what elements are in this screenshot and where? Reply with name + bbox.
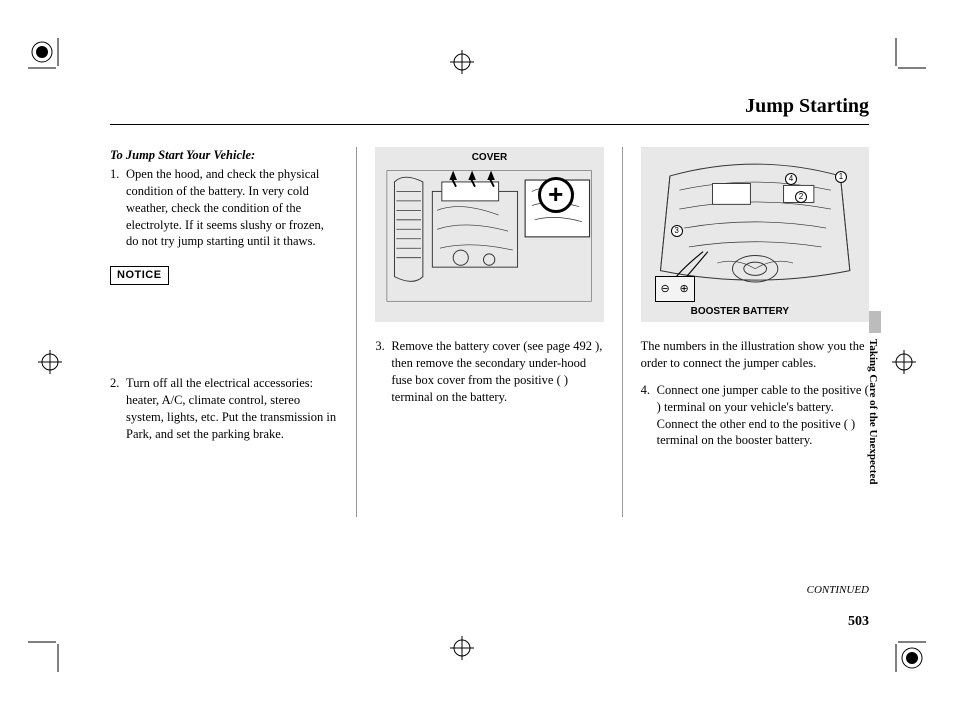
step-number: 1. (110, 166, 126, 250)
column-divider (356, 147, 357, 517)
page-title: Jump Starting (745, 95, 869, 117)
step-number: 3. (375, 338, 391, 406)
step-text: Open the hood, and check the physical co… (126, 166, 338, 250)
step-text: Remove the battery cover (see page 492 )… (391, 338, 603, 406)
page-content: Jump Starting To Jump Start Your Vehicle… (110, 95, 869, 640)
step-3: 3. Remove the battery cover (see page 49… (375, 338, 603, 406)
step-text: Turn off all the electrical accessories:… (126, 375, 338, 443)
continued-label: CONTINUED (807, 584, 869, 596)
step-number: 4. (641, 382, 657, 450)
step-number: 2. (110, 375, 126, 443)
crop-mark-icon (882, 628, 926, 672)
paragraph: The numbers in the illustration show you… (641, 338, 869, 372)
callout-4: 4 (785, 173, 797, 185)
column-1: To Jump Start Your Vehicle: 1. Open the … (110, 147, 338, 517)
figure-cover: COVER + (375, 147, 603, 322)
figure-label: BOOSTER BATTERY (691, 305, 789, 319)
registration-mark-icon (450, 50, 474, 74)
column-divider (622, 147, 623, 517)
column-2: COVER + 3. Remove the b (375, 147, 603, 517)
content-columns: To Jump Start Your Vehicle: 1. Open the … (110, 147, 869, 517)
crop-mark-icon (28, 38, 72, 82)
crop-mark-icon (28, 628, 72, 672)
positive-terminal-icon: + (538, 177, 574, 213)
callout-1: 1 (835, 171, 847, 183)
page-header: Jump Starting (110, 95, 869, 125)
step-4: 4. Connect one jumper cable to the posit… (641, 382, 869, 450)
column-3: 1 2 3 4 ⊖⊕ BOOSTER BATTERY The numbers i… (641, 147, 869, 517)
step-text: Connect one jumper cable to the positive… (657, 382, 869, 450)
booster-battery-icon: ⊖⊕ (655, 276, 695, 302)
registration-mark-icon (892, 350, 916, 374)
subheading: To Jump Start Your Vehicle: (110, 147, 338, 164)
step-2: 2. Turn off all the electrical accessori… (110, 375, 338, 443)
side-tab (869, 311, 881, 333)
figure-booster: 1 2 3 4 ⊖⊕ BOOSTER BATTERY (641, 147, 869, 322)
notice-label: NOTICE (110, 266, 169, 285)
page-number: 503 (848, 614, 869, 630)
registration-mark-icon (38, 350, 62, 374)
crop-mark-icon (882, 38, 926, 82)
section-label: Taking Care of the Unexpected (867, 339, 879, 484)
step-1: 1. Open the hood, and check the physical… (110, 166, 338, 250)
callout-2: 2 (795, 191, 807, 203)
callout-3: 3 (671, 225, 683, 237)
